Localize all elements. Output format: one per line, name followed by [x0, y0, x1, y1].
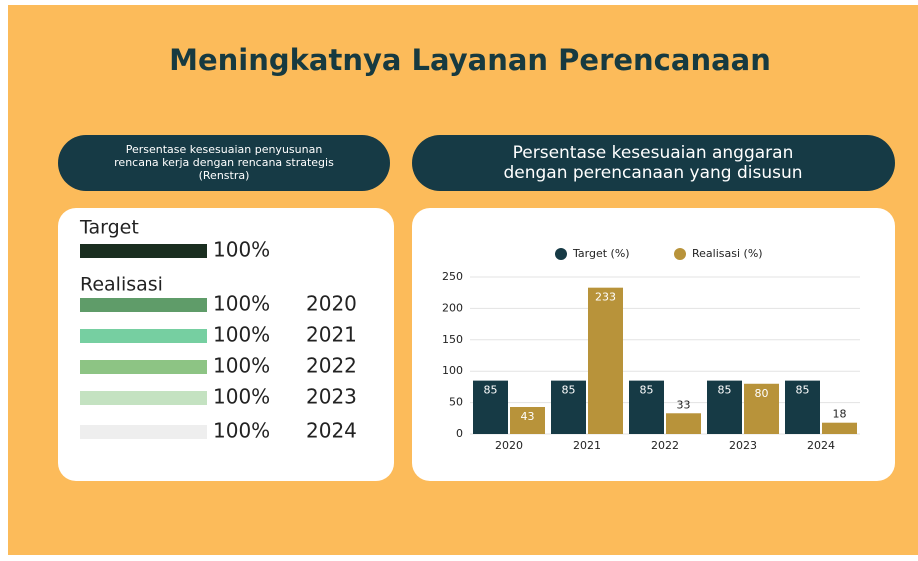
left-heading: Persentase kesesuaian penyusunan — [126, 143, 323, 156]
legend-label: Realisasi (%) — [692, 247, 763, 260]
realisasi-bar — [80, 298, 207, 312]
left-heading-pill — [58, 135, 390, 191]
bar — [822, 422, 857, 434]
right-heading-pill — [412, 135, 895, 191]
realisasi-value: 100% — [213, 419, 270, 443]
y-tick-label: 100 — [442, 364, 463, 377]
y-tick-label: 50 — [449, 396, 463, 409]
value-label: 85 — [484, 384, 498, 397]
value-label: 85 — [796, 384, 810, 397]
y-tick-label: 0 — [456, 427, 463, 440]
bar — [707, 380, 742, 434]
bar — [785, 380, 820, 434]
value-label: 43 — [521, 410, 535, 423]
x-tick-label: 2024 — [807, 439, 835, 452]
realisasi-bar — [80, 425, 207, 439]
value-label: 33 — [677, 398, 691, 411]
realisasi-value: 100% — [213, 323, 270, 347]
x-tick-label: 2023 — [729, 439, 757, 452]
value-label: 18 — [833, 408, 847, 421]
y-tick-label: 200 — [442, 301, 463, 314]
right-heading: dengan perencanaan yang disusun — [503, 163, 802, 183]
x-tick-label: 2022 — [651, 439, 679, 452]
page-title: Meningkatnya Layanan Perencanaan — [169, 43, 771, 77]
realisasi-year: 2020 — [306, 292, 357, 316]
target-bar — [80, 244, 207, 258]
bar — [510, 406, 545, 434]
bar — [588, 287, 623, 434]
legend-swatch — [674, 248, 686, 260]
y-tick-label: 250 — [442, 270, 463, 283]
legend-swatch — [555, 248, 567, 260]
realisasi-bar — [80, 329, 207, 343]
realisasi-value: 100% — [213, 354, 270, 378]
left-heading: rencana kerja dengan rencana strategis — [114, 156, 334, 169]
realisasi-year: 2022 — [306, 354, 357, 378]
y-tick-label: 150 — [442, 333, 463, 346]
target-value: 100% — [213, 238, 270, 262]
realisasi-bar — [80, 360, 207, 374]
realisasi-value: 100% — [213, 292, 270, 316]
realisasi-bar — [80, 391, 207, 405]
realisasi-value: 100% — [213, 385, 270, 409]
left-card — [58, 208, 394, 481]
legend-label: Target (%) — [572, 247, 630, 260]
realisasi-year: 2024 — [306, 419, 357, 443]
value-label: 85 — [718, 384, 732, 397]
realisasi-label: Realisasi — [80, 274, 163, 296]
target-label: Target — [79, 217, 139, 239]
bar — [666, 413, 701, 434]
bar — [744, 383, 779, 434]
bar — [629, 380, 664, 434]
value-label: 80 — [755, 387, 769, 400]
value-label: 85 — [640, 384, 654, 397]
bar — [473, 380, 508, 434]
right-heading: Persentase kesesuaian anggaran — [513, 143, 794, 163]
left-heading: (Renstra) — [199, 169, 250, 182]
x-tick-label: 2021 — [573, 439, 601, 452]
bar — [551, 380, 586, 434]
value-label: 85 — [562, 384, 576, 397]
value-label: 233 — [595, 291, 616, 304]
realisasi-year: 2023 — [306, 385, 357, 409]
x-tick-label: 2020 — [495, 439, 523, 452]
realisasi-year: 2021 — [306, 323, 357, 347]
